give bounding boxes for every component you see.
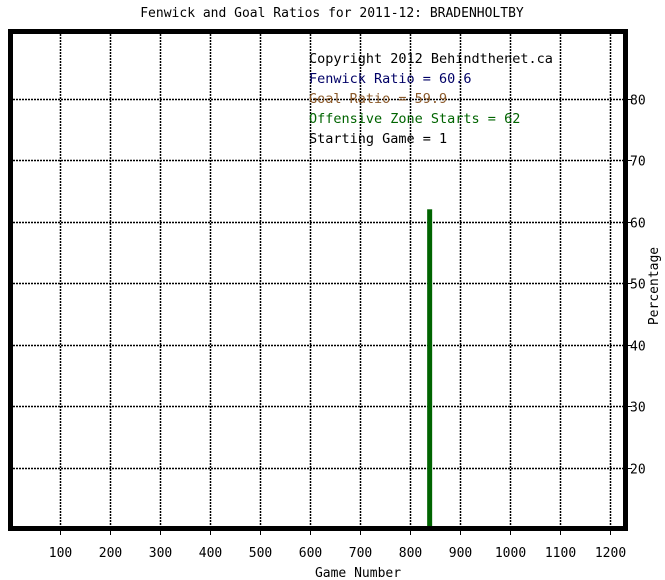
grid — [10, 31, 626, 529]
bars — [427, 209, 433, 529]
x-tick-label: 300 — [149, 546, 172, 561]
y-tick-label: 80 — [630, 94, 646, 109]
plot-frame — [8, 29, 628, 531]
x-axis-label: Game Number — [315, 566, 401, 580]
y-tick-label: 50 — [630, 278, 646, 293]
annotation-line: Copyright 2012 Behindthenet.ca — [309, 51, 553, 67]
x-tick-label: 200 — [99, 546, 122, 561]
x-tick-label: 1000 — [495, 546, 526, 561]
y-tick-label: 40 — [630, 340, 646, 355]
annotation-line: Goal Ratio = 59.9 — [309, 91, 447, 107]
x-tick-label: 800 — [399, 546, 422, 561]
x-tick-label: 700 — [349, 546, 372, 561]
y-tick-label: 20 — [630, 463, 646, 478]
chart-title: Fenwick and Goal Ratios for 2011-12: BRA… — [140, 6, 524, 21]
annotations: Copyright 2012 Behindthenet.ca Fenwick Ra… — [309, 51, 553, 147]
y-tick-label: 30 — [630, 401, 646, 416]
y-tick-label: 60 — [630, 217, 646, 232]
x-tick-label: 400 — [199, 546, 222, 561]
x-tick-label: 1100 — [545, 546, 576, 561]
x-tick-label: 900 — [449, 546, 472, 561]
x-tick-labels: 100 200 300 400 500 600 700 800 900 1000 1100 1200 — [49, 529, 626, 561]
x-tick-label: 600 — [299, 546, 322, 561]
bar — [427, 209, 433, 529]
x-tick-label: 1200 — [595, 546, 626, 561]
annotation-line: Fenwick Ratio = 60.6 — [309, 71, 472, 87]
annotation-line: Offensive Zone Starts = 62 — [309, 111, 520, 127]
annotation-line: Starting Game = 1 — [309, 131, 447, 147]
x-tick-label: 500 — [249, 546, 272, 561]
y-tick-labels: 20 30 40 50 60 70 80 — [626, 94, 646, 478]
y-axis-label: Percentage — [647, 247, 662, 325]
x-tick-label: 100 — [49, 546, 72, 561]
y-tick-label: 70 — [630, 155, 646, 170]
